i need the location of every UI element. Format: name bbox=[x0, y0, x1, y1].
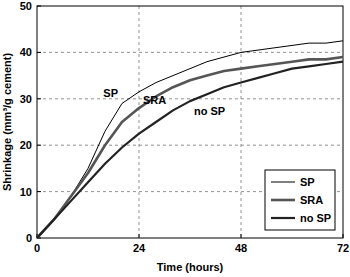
y-tick bbox=[37, 6, 41, 7]
series-annotation: no SP bbox=[194, 105, 225, 117]
grid-line bbox=[37, 145, 343, 146]
x-axis-label: Time (hours) bbox=[157, 261, 224, 273]
y-tick bbox=[37, 52, 41, 53]
legend-swatch bbox=[271, 217, 295, 219]
y-axis-label: Shrinkage (mm³/g cement) bbox=[1, 53, 13, 191]
grid-line bbox=[37, 98, 343, 99]
series-line bbox=[37, 57, 343, 238]
legend: SP SRA no SP bbox=[265, 170, 335, 230]
y-tick-label: 20 bbox=[20, 139, 32, 151]
legend-label: SRA bbox=[300, 194, 323, 206]
plot-area bbox=[37, 41, 343, 238]
grid-line bbox=[37, 52, 343, 53]
x-tick bbox=[241, 234, 242, 238]
x-tick bbox=[139, 234, 140, 238]
x-tick-label: 24 bbox=[133, 242, 146, 254]
grid-line bbox=[241, 6, 242, 238]
x-tick bbox=[343, 234, 344, 238]
y-tick-label: 50 bbox=[20, 0, 32, 12]
y-tick-label: 0 bbox=[26, 232, 32, 244]
y-tick bbox=[37, 98, 41, 99]
legend-swatch bbox=[271, 199, 295, 202]
legend-label: no SP bbox=[300, 212, 331, 224]
x-tick-label: 48 bbox=[235, 242, 247, 254]
legend-label: SP bbox=[300, 176, 315, 188]
series-line bbox=[37, 62, 343, 238]
y-tick bbox=[37, 191, 41, 192]
y-tick-label: 40 bbox=[20, 46, 32, 58]
plot-frame bbox=[37, 6, 343, 238]
chart: 0 24 48 72 0 10 20 30 40 50 Time (hours) Shrinkage … bbox=[0, 0, 350, 277]
y-tick-label: 30 bbox=[20, 93, 32, 105]
grid-line bbox=[139, 6, 140, 238]
series-annotation: SRA bbox=[143, 94, 166, 106]
legend-swatch bbox=[271, 182, 295, 183]
series-line bbox=[37, 41, 343, 238]
x-tick-label: 72 bbox=[337, 242, 349, 254]
legend-box bbox=[265, 170, 335, 230]
y-tick bbox=[37, 145, 41, 146]
series-annotation: SP bbox=[103, 87, 118, 99]
x-tick-label: 0 bbox=[34, 242, 40, 254]
y-tick-label: 10 bbox=[20, 186, 32, 198]
